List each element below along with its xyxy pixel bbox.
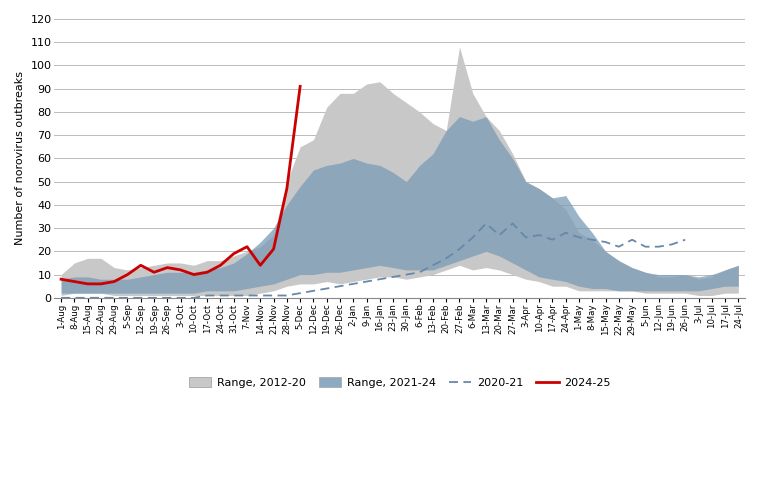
Y-axis label: Number of norovirus outbreaks: Number of norovirus outbreaks — [15, 71, 25, 245]
Legend: Range, 2012-20, Range, 2021-24, 2020-21, 2024-25: Range, 2012-20, Range, 2021-24, 2020-21,… — [185, 373, 615, 392]
